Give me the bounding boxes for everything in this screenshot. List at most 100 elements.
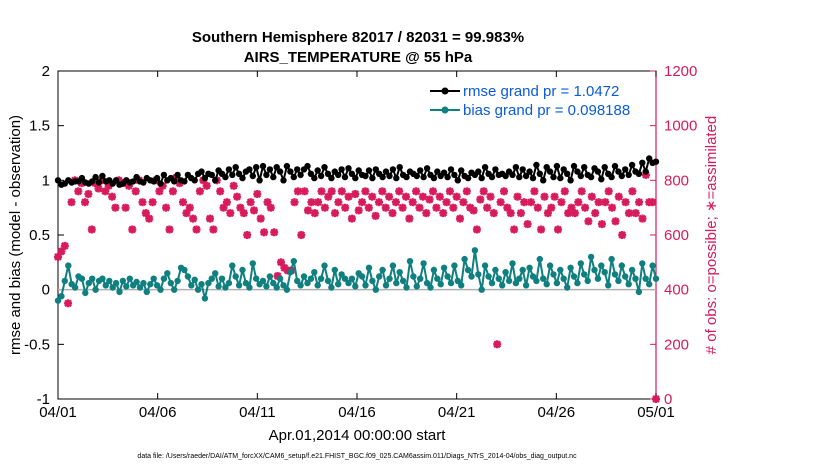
obs-point	[496, 198, 505, 207]
rmse-point	[78, 174, 86, 182]
bias-point	[249, 260, 256, 267]
rmse-point	[628, 161, 636, 169]
bias-point	[65, 262, 72, 269]
rmse-point	[140, 179, 147, 186]
obs-point	[587, 192, 596, 201]
obs-stroke	[435, 192, 444, 201]
obs-stroke	[277, 258, 285, 267]
rmse-point	[642, 168, 649, 175]
bias-point	[164, 270, 171, 277]
obs-point	[324, 192, 333, 201]
rmse-point	[201, 174, 209, 182]
bias-point	[276, 275, 284, 282]
bias-point	[218, 275, 226, 282]
obs-stroke	[294, 187, 302, 196]
bias-point	[198, 281, 205, 288]
rmse-point	[335, 171, 342, 179]
bias-point	[410, 273, 417, 280]
obs-stroke	[381, 203, 390, 212]
obs-stroke	[564, 209, 573, 217]
rmse-point	[235, 170, 243, 177]
obs-stroke	[402, 192, 410, 201]
obs-point	[516, 209, 525, 218]
obs-point	[611, 217, 620, 226]
rmse-point	[222, 173, 229, 181]
bias-point	[106, 277, 113, 285]
obs-stroke	[300, 187, 309, 196]
rmse-point	[512, 164, 520, 171]
obs-stroke	[327, 187, 336, 196]
obs-point	[347, 214, 356, 223]
obs-stroke	[206, 214, 214, 223]
obs-point	[74, 187, 83, 196]
obs-stroke	[334, 198, 343, 207]
obs-point	[506, 209, 515, 218]
rmse-point	[475, 168, 482, 175]
rmse-point	[246, 166, 253, 173]
bias-point	[512, 279, 520, 287]
rmse-point	[382, 168, 390, 175]
obs-stroke	[344, 192, 353, 201]
obs-stroke	[571, 209, 579, 217]
rmse-point	[557, 174, 564, 182]
bias-point	[369, 277, 376, 285]
obs-stroke	[239, 209, 248, 217]
obs-stroke	[108, 192, 116, 201]
bias-point	[403, 284, 410, 291]
rmse-point	[403, 173, 410, 181]
rmse-point	[379, 173, 386, 181]
rmse-point	[413, 172, 420, 180]
obs-point	[310, 209, 319, 218]
bias-point	[242, 279, 250, 287]
obs-point	[648, 198, 657, 207]
bias-series	[54, 247, 660, 304]
rmse-point	[256, 177, 263, 184]
obs-stroke	[489, 209, 498, 217]
obs-point	[141, 209, 150, 218]
rmse-point	[581, 164, 588, 171]
rmse-point	[598, 176, 605, 183]
obs-point	[57, 247, 66, 256]
right-y-axis-label: # of obs: o=possible; ∗=assimilated	[703, 116, 720, 355]
obs-point	[469, 206, 478, 215]
obs-point	[398, 203, 407, 212]
bias-point	[345, 279, 352, 287]
obs-stroke	[375, 198, 383, 207]
obs-point	[533, 203, 542, 212]
obs-point	[527, 198, 535, 207]
bias-point	[570, 273, 578, 280]
obs-stroke	[530, 187, 539, 196]
obs-point	[543, 209, 552, 218]
rmse-point	[266, 166, 274, 173]
right-y-ticks: 0 200 400 600 800 1000 1200	[650, 63, 697, 408]
obs-stroke	[280, 263, 289, 272]
obs-stroke	[74, 187, 83, 196]
bias-point	[529, 273, 537, 280]
obs-stroke	[567, 203, 576, 212]
rmse-point	[181, 178, 188, 185]
obs-point	[304, 206, 312, 215]
obs-point	[449, 203, 458, 212]
rmse-point	[516, 173, 523, 181]
obs-stroke	[317, 187, 326, 196]
obs-point	[236, 203, 245, 212]
bias-point	[188, 282, 195, 289]
obs-point	[614, 192, 623, 201]
obs-stroke	[324, 192, 333, 201]
bias-point	[423, 279, 431, 287]
obs-point	[358, 198, 367, 207]
obs-stroke	[598, 220, 606, 228]
obs-point	[354, 206, 363, 215]
rmse-point	[492, 166, 499, 173]
left-y-tick-label: 0	[42, 282, 50, 299]
x-tick-label: 05/01	[637, 404, 675, 421]
obs-point	[192, 225, 201, 234]
left-y-tick-label: 2	[42, 63, 50, 80]
obs-stroke	[462, 187, 471, 196]
obs-point	[81, 198, 89, 207]
obs-point	[179, 198, 187, 207]
obs-stroke	[652, 395, 660, 403]
x-tick-label: 04/06	[139, 404, 177, 421]
obs-stroke	[446, 187, 454, 196]
